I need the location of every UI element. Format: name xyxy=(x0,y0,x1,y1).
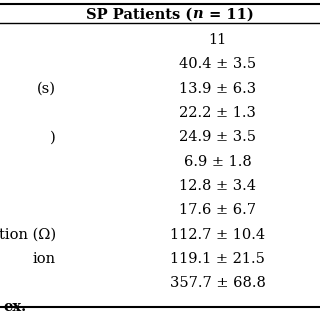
Text: = 11): = 11) xyxy=(204,7,254,21)
Text: 6.9 ± 1.8: 6.9 ± 1.8 xyxy=(184,155,252,169)
Text: 119.1 ± 21.5: 119.1 ± 21.5 xyxy=(170,252,265,266)
Text: 24.9 ± 3.5: 24.9 ± 3.5 xyxy=(179,130,256,144)
Text: 13.9 ± 6.3: 13.9 ± 6.3 xyxy=(179,82,256,96)
Text: ion: ion xyxy=(33,252,56,266)
Text: (s): (s) xyxy=(37,82,56,96)
Text: 40.4 ± 3.5: 40.4 ± 3.5 xyxy=(179,57,256,71)
Text: 12.8 ± 3.4: 12.8 ± 3.4 xyxy=(179,179,256,193)
Text: 11: 11 xyxy=(208,33,227,47)
Text: 112.7 ± 10.4: 112.7 ± 10.4 xyxy=(170,228,265,242)
Text: SP Patients (: SP Patients ( xyxy=(86,7,192,21)
Text: ): ) xyxy=(50,130,56,144)
Text: 17.6 ± 6.7: 17.6 ± 6.7 xyxy=(179,203,256,217)
Text: tion (Ω): tion (Ω) xyxy=(0,228,56,242)
Text: 22.2 ± 1.3: 22.2 ± 1.3 xyxy=(179,106,256,120)
Text: ex.: ex. xyxy=(3,300,26,314)
Text: 357.7 ± 68.8: 357.7 ± 68.8 xyxy=(170,276,266,290)
Text: n: n xyxy=(192,7,203,21)
